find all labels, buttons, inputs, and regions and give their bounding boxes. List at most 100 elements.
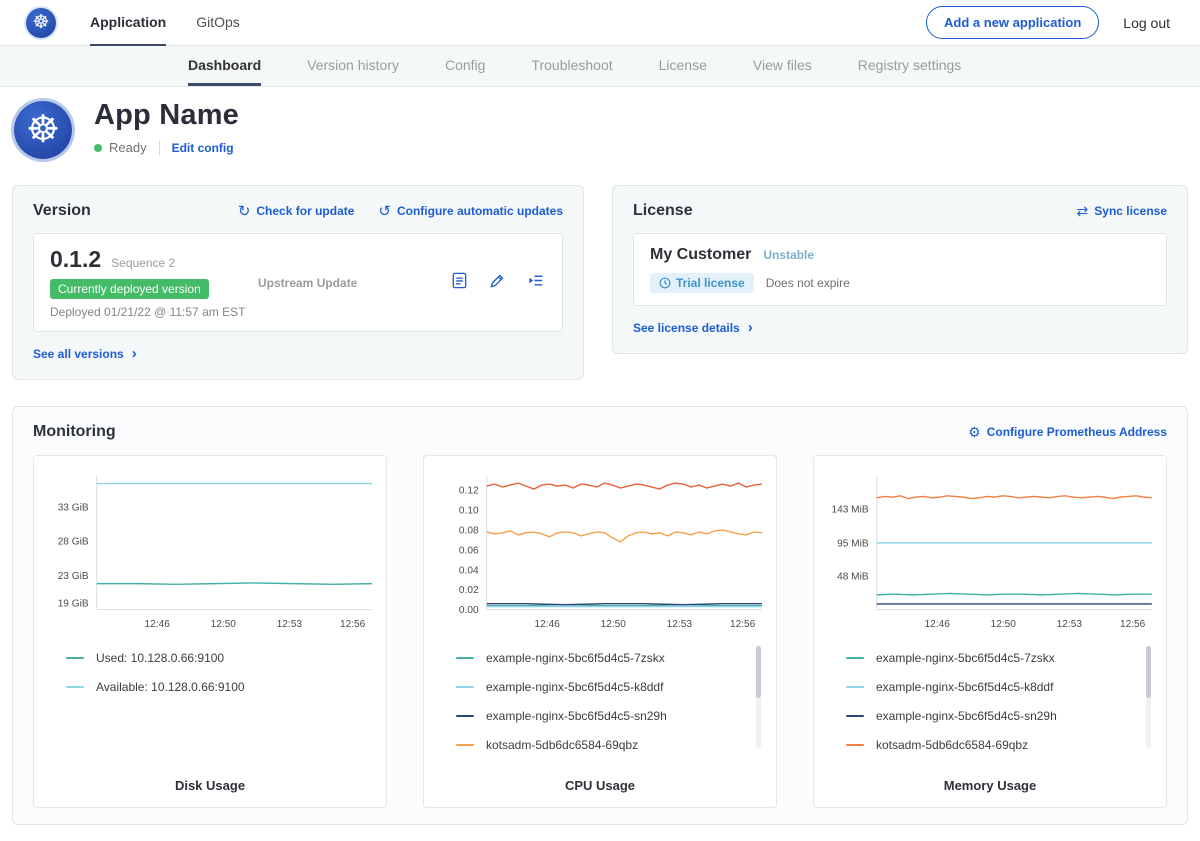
series-color-dash xyxy=(846,657,864,659)
series-label: Available: 10.128.0.66:9100 xyxy=(96,680,245,694)
subnav-version-history[interactable]: Version history xyxy=(307,46,399,86)
scrollbar-thumb[interactable] xyxy=(1146,646,1151,698)
svg-text:12:46: 12:46 xyxy=(925,619,951,630)
kubernetes-logo xyxy=(26,8,56,38)
svg-text:0.12: 0.12 xyxy=(459,486,479,497)
see-license-details-link[interactable]: See license details xyxy=(633,320,753,337)
upstream-update-label: Upstream Update xyxy=(258,276,357,290)
see-license-details-label: See license details xyxy=(633,321,740,335)
configure-prometheus-label: Configure Prometheus Address xyxy=(987,425,1167,439)
subnav-license[interactable]: License xyxy=(659,46,707,86)
legend-item: example-nginx-5bc6f5d4c5-sn29h xyxy=(456,702,752,731)
edit-config-link[interactable]: Edit config xyxy=(172,141,234,155)
cpu-usage-panel: 0.120.100.080.060.040.020.0012:4612:5012… xyxy=(423,455,777,808)
series-label: kotsadm-5db6dc6584-69qbz xyxy=(876,738,1028,752)
add-application-button[interactable]: Add a new application xyxy=(926,6,1099,39)
monitoring-card: Monitoring Configure Prometheus Address … xyxy=(12,406,1188,825)
svg-text:0.10: 0.10 xyxy=(459,506,479,517)
series-label: example-nginx-5bc6f5d4c5-7zskx xyxy=(486,651,665,665)
subnav-config[interactable]: Config xyxy=(445,46,485,86)
memory-usage-panel: 143 MiB95 MiB48 MiB12:4612:5012:5312:56 … xyxy=(813,455,1167,808)
legend-item: Used: 10.128.0.66:9100 xyxy=(66,644,362,673)
version-number: 0.1.2 xyxy=(50,246,101,273)
svg-text:12:53: 12:53 xyxy=(277,619,303,630)
memory-usage-title: Memory Usage xyxy=(818,760,1162,793)
series-label: Used: 10.128.0.66:9100 xyxy=(96,651,224,665)
see-all-versions-label: See all versions xyxy=(33,347,124,361)
series-color-dash xyxy=(456,744,474,746)
monitoring-title: Monitoring xyxy=(33,423,116,441)
auto-update-icon xyxy=(378,202,391,220)
disk-usage-legend: Used: 10.128.0.66:9100 Available: 10.128… xyxy=(38,636,382,702)
release-notes-icon[interactable] xyxy=(450,271,469,295)
svg-text:12:46: 12:46 xyxy=(145,619,171,630)
series-color-dash xyxy=(846,715,864,717)
legend-item: Available: 10.128.0.66:9100 xyxy=(66,673,362,702)
svg-text:12:50: 12:50 xyxy=(601,619,627,630)
chart-panels: 33 GiB28 GiB23 GiB19 GiB12:4612:5012:531… xyxy=(33,455,1167,808)
svg-text:0.06: 0.06 xyxy=(459,545,479,556)
cpu-usage-title: CPU Usage xyxy=(428,760,772,793)
top-tabs: Application GitOps xyxy=(90,0,270,46)
series-label: kotsadm-5db6dc6584-69qbz xyxy=(486,738,638,752)
configure-prometheus-link[interactable]: Configure Prometheus Address xyxy=(968,424,1167,441)
edit-version-icon[interactable] xyxy=(488,271,507,295)
svg-text:12:53: 12:53 xyxy=(1057,619,1083,630)
sync-license-link[interactable]: Sync license xyxy=(1077,203,1167,220)
svg-text:12:53: 12:53 xyxy=(667,619,693,630)
svg-text:0.02: 0.02 xyxy=(459,585,479,596)
cpu-usage-chart: 0.120.100.080.060.040.020.0012:4612:5012… xyxy=(428,468,772,636)
current-version-box: 0.1.2 Sequence 2 Currently deployed vers… xyxy=(33,233,563,332)
trial-license-label: Trial license xyxy=(676,276,745,290)
app-name-title: App Name xyxy=(94,99,239,132)
app-logo xyxy=(14,101,72,159)
svg-text:12:50: 12:50 xyxy=(991,619,1017,630)
top-navbar: Application GitOps Add a new application… xyxy=(0,0,1200,46)
deployed-badge: Currently deployed version xyxy=(50,279,209,299)
diff-icon[interactable] xyxy=(526,271,546,295)
configure-auto-updates-label: Configure automatic updates xyxy=(397,204,563,218)
subnav-dashboard[interactable]: Dashboard xyxy=(188,46,261,86)
svg-text:12:46: 12:46 xyxy=(535,619,561,630)
legend-scrollbar[interactable] xyxy=(1146,646,1151,748)
scrollbar-thumb[interactable] xyxy=(756,646,761,698)
kubernetes-wheel-icon xyxy=(26,111,60,149)
svg-text:143 MiB: 143 MiB xyxy=(832,505,869,516)
divider xyxy=(159,141,160,155)
series-label: example-nginx-5bc6f5d4c5-sn29h xyxy=(486,709,667,723)
legend-scrollbar[interactable] xyxy=(756,646,761,748)
series-label: example-nginx-5bc6f5d4c5-7zskx xyxy=(876,651,1055,665)
cpu-usage-legend: example-nginx-5bc6f5d4c5-7zskx example-n… xyxy=(428,636,772,760)
check-for-update-label: Check for update xyxy=(256,204,354,218)
series-label: example-nginx-5bc6f5d4c5-k8ddf xyxy=(876,680,1053,694)
svg-text:12:56: 12:56 xyxy=(1120,619,1146,630)
customer-name: My Customer xyxy=(650,246,751,264)
license-box: My Customer Unstable Trial license Does … xyxy=(633,233,1167,306)
memory-usage-chart: 143 MiB95 MiB48 MiB12:4612:5012:5312:56 xyxy=(818,468,1162,636)
deployed-timestamp: Deployed 01/21/22 @ 11:57 am EST xyxy=(50,305,258,319)
see-all-versions-link[interactable]: See all versions xyxy=(33,346,137,363)
cards-row: Version Check for update Configure autom… xyxy=(0,179,1200,380)
subnav-troubleshoot[interactable]: Troubleshoot xyxy=(531,46,612,86)
check-for-update-link[interactable]: Check for update xyxy=(238,202,355,220)
tab-application[interactable]: Application xyxy=(90,0,166,46)
svg-text:0.00: 0.00 xyxy=(459,605,479,616)
license-card: License Sync license My Customer Unstabl… xyxy=(612,185,1188,354)
svg-text:28 GiB: 28 GiB xyxy=(58,537,89,548)
disk-usage-panel: 33 GiB28 GiB23 GiB19 GiB12:4612:5012:531… xyxy=(33,455,387,808)
series-color-dash xyxy=(66,686,84,688)
series-label: example-nginx-5bc6f5d4c5-sn29h xyxy=(876,709,1057,723)
license-card-title: License xyxy=(633,202,693,220)
svg-text:0.04: 0.04 xyxy=(459,565,479,576)
tab-gitops[interactable]: GitOps xyxy=(196,0,240,46)
logout-link[interactable]: Log out xyxy=(1123,15,1170,31)
subnav-registry-settings[interactable]: Registry settings xyxy=(858,46,961,86)
sync-license-label: Sync license xyxy=(1094,204,1167,218)
expiration-label: Does not expire xyxy=(766,276,850,290)
svg-text:12:56: 12:56 xyxy=(340,619,366,630)
configure-auto-updates-link[interactable]: Configure automatic updates xyxy=(378,202,563,220)
series-color-dash xyxy=(66,657,84,659)
subnav-view-files[interactable]: View files xyxy=(753,46,812,86)
svg-text:19 GiB: 19 GiB xyxy=(58,598,89,609)
legend-item: kotsadm-5db6dc6584-69qbz xyxy=(846,731,1142,760)
